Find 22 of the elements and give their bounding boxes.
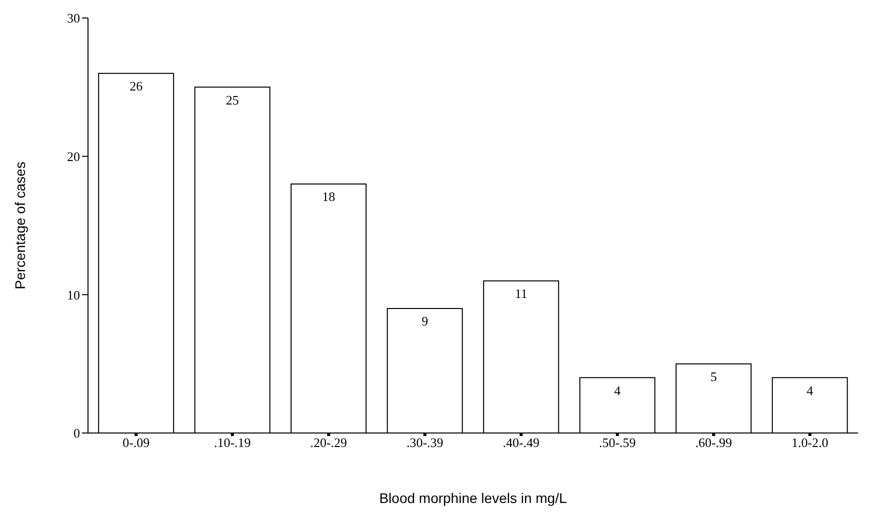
- y-tick-label: 30: [67, 10, 80, 26]
- y-axis-title: Percentage of cases: [12, 162, 28, 290]
- y-tick-label: 20: [67, 148, 80, 164]
- x-tick-label: .10-.19: [214, 435, 251, 450]
- x-tick-label: .40-.49: [502, 435, 540, 450]
- x-tick-label: .60-.99: [695, 435, 732, 450]
- y-tick-label: 10: [67, 287, 80, 302]
- x-tick-label: .20-.29: [310, 435, 348, 450]
- data-label: 25: [226, 92, 239, 108]
- x-tick-label: 1.0-2.0: [791, 435, 828, 450]
- data-label: 9: [422, 314, 428, 329]
- data-label: 11: [514, 286, 528, 302]
- data-label: 4: [614, 382, 622, 398]
- data-label: 18: [322, 189, 336, 204]
- y-tick-label: 0: [74, 426, 80, 441]
- x-axis-title: Blood morphine levels in mg/L: [379, 490, 567, 506]
- data-label: 5: [710, 369, 717, 384]
- x-tick-label: .50-.59: [598, 435, 636, 450]
- x-tick-label: .30-.39: [406, 435, 444, 450]
- data-label: 4: [806, 382, 814, 398]
- data-label: 26: [130, 78, 144, 94]
- x-tick-label: 0-.09: [122, 435, 150, 450]
